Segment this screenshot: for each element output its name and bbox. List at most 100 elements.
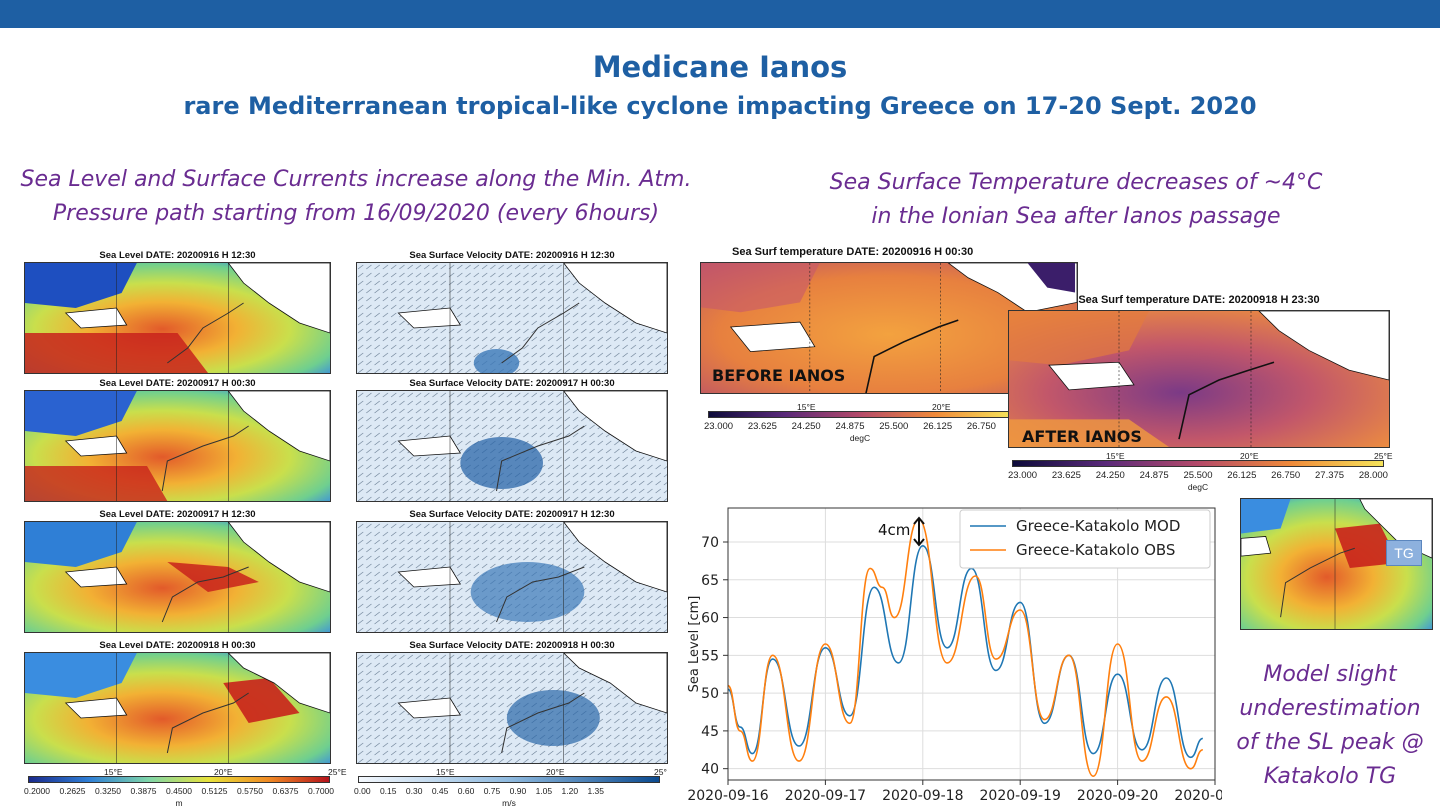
model-note-line-1: Model slight (1263, 662, 1397, 687)
left-caption: Sea Level and Surface Currents increase … (0, 163, 712, 231)
sst-after-colorbar-ticks: 23.000 23.625 24.250 24.875 25.500 26.125 26.7… (1004, 470, 1392, 481)
sea-level-panel-1: Sea Level DATE: 20200916 H 12:30 (24, 250, 331, 374)
before-ianos-label: BEFORE IANOS (712, 366, 846, 385)
velocity-colorbar-tick: 1.20 (561, 786, 579, 796)
velocity-panel-2: Sea Surface Velocity DATE: 20200917 H 00… (356, 378, 668, 502)
sea-level-colorbar-tick: 0.2625 (59, 786, 86, 796)
model-note-line-2: underestimation (1239, 696, 1421, 721)
sst-before-colorbar-unit: degC (849, 433, 871, 443)
sea-level-panel-title: Sea Level DATE: 20200918 H 00:30 (99, 640, 256, 651)
sst-after-colorbar-tick: 27.375 (1315, 470, 1345, 481)
velocity-colorbar-tick: 0.75 (483, 786, 501, 796)
sea-level-panel-3: Sea Level DATE: 20200917 H 12:30 (24, 509, 331, 633)
vel-lon-label: 15°E (436, 767, 455, 777)
sl-lon-label: 20°E (214, 767, 233, 777)
sea-level-colorbar-tick: 0.3250 (95, 786, 121, 796)
sst-before-colorbar: 23.000 23.625 24.250 24.875 25.500 26.125 26.7… (700, 411, 1020, 451)
sea-level-map (24, 390, 331, 502)
sst-after-colorbar-tick: 26.125 (1227, 470, 1257, 481)
sst-after-colorbar-tick: 26.750 (1271, 470, 1301, 481)
annotation-4cm: 4cm (878, 521, 910, 539)
velocity-colorbar-tick: 1.35 (587, 786, 604, 796)
x-tick-label: 2020-09-16 (687, 788, 768, 804)
sst-before-colorbar-tick: 23.625 (747, 421, 777, 432)
sst-after-colorbar-tick: 25.500 (1183, 470, 1213, 481)
y-tick-label: 45 (701, 724, 719, 740)
sea-level-colorbar-tick: 0.4500 (166, 786, 192, 796)
sst-after-colorbar-tick: 24.250 (1095, 470, 1125, 481)
velocity-panel-4: Sea Surface Velocity DATE: 20200918 H 00… (356, 640, 668, 764)
velocity-colorbar: 0.00 0.15 0.30 0.45 0.60 0.75 0.90 1.05 1.20 1.35… (350, 776, 668, 808)
y-tick-label: 50 (701, 686, 719, 702)
sst-after-colorbar-tick: 23.625 (1051, 470, 1081, 481)
velocity-panel-title: Sea Surface Velocity DATE: 20200916 H 12… (409, 250, 615, 261)
sst-after-colorbar-tick: 24.875 (1139, 470, 1169, 481)
sst-after-lon-label: 20°E (1240, 451, 1259, 461)
velocity-panel-title: Sea Surface Velocity DATE: 20200918 H 00… (409, 640, 615, 651)
sst-after-lon-label: 15°E (1106, 451, 1125, 461)
left-caption-line-2: Pressure path starting from 16/09/2020 (… (52, 201, 660, 226)
x-tick-label: 2020-09-18 (882, 788, 963, 804)
right-caption-line-2: in the Ionian Sea after Ianos passage (871, 204, 1281, 229)
y-tick-label: 70 (701, 535, 719, 551)
velocity-colorbar-tick: 0.45 (431, 786, 449, 796)
velocity-map (356, 652, 668, 764)
sst-before-colorbar-tick: 24.250 (791, 421, 821, 432)
left-caption-line-1: Sea Level and Surface Currents increase … (20, 167, 692, 192)
sl-lon-label: 25°E (328, 767, 347, 777)
sea-level-map (24, 652, 331, 764)
velocity-colorbar-tick: 1.05 (535, 786, 553, 796)
y-tick-label: 55 (701, 648, 719, 664)
velocity-panel-title: Sea Surface Velocity DATE: 20200917 H 00… (409, 378, 615, 389)
chart-legend: Greece-Katakolo MOD Greece-Katakolo OBS (959, 509, 1211, 569)
vel-lon-label: 20°E (546, 767, 565, 777)
y-tick-label: 40 (701, 762, 719, 778)
after-ianos-label: AFTER IANOS (1022, 427, 1142, 446)
sst-after-colorbar-tick: 23.000 (1008, 470, 1038, 481)
sst-after-lon-label: 25°E (1374, 451, 1393, 461)
sl-lon-label: 15°E (104, 767, 123, 777)
sst-before-colorbar-tick: 26.750 (966, 421, 996, 432)
right-caption: Sea Surface Temperature decreases of ~4°… (800, 166, 1352, 234)
model-note-line-4: Katakolo TG (1263, 764, 1397, 789)
sea-level-colorbar-tick: 0.5125 (201, 786, 228, 796)
sea-level-colorbar-gradient (28, 776, 330, 783)
sea-level-panel-4: Sea Level DATE: 20200918 H 00:30 (24, 640, 331, 764)
sst-before-title: Sea Surf temperature DATE: 20200916 H 00… (732, 246, 974, 258)
tide-gauge-label: TG (1386, 540, 1422, 566)
x-tick-label: 2020-09-17 (785, 788, 866, 804)
sea-level-panel-title: Sea Level DATE: 20200917 H 12:30 (99, 509, 256, 520)
x-tick-label: 2020-09-19 (980, 788, 1061, 804)
sst-after-colorbar-gradient (1012, 460, 1384, 467)
sea-level-colorbar-tick: 0.3875 (130, 786, 157, 796)
sst-before-colorbar-gradient (708, 411, 1012, 418)
page-title: Medicane Ianos (592, 50, 848, 84)
sea-level-map (24, 521, 331, 633)
velocity-colorbar-gradient (358, 776, 660, 783)
velocity-panel-title: Sea Surface Velocity DATE: 20200917 H 12… (409, 509, 615, 520)
sst-after-colorbar-tick: 28.000 (1358, 470, 1388, 481)
page-subtitle: rare Mediterranean tropical-like cyclone… (183, 92, 1257, 120)
sst-before-lon-label: 20°E (932, 402, 951, 412)
chart-lines (727, 518, 1204, 778)
right-caption-line-1: Sea Surface Temperature decreases of ~4°… (829, 170, 1323, 195)
chart-ticks: 40 45 50 55 60 65 70 2020-09-16 2020-09-17 2020-0… (687, 535, 1222, 804)
sst-before-colorbar-tick: 26.125 (923, 421, 953, 432)
sst-after-map (1008, 310, 1390, 448)
velocity-colorbar-tick: 0.30 (405, 786, 423, 796)
velocity-map (356, 390, 668, 502)
model-note: Model slight underestimation of the SL p… (1228, 658, 1432, 794)
legend-label-mod: Greece-Katakolo MOD (1016, 517, 1180, 535)
series-line-mod (727, 544, 1204, 759)
y-tick-label: 60 (701, 611, 719, 627)
sea-level-colorbar-tick: 0.7000 (308, 786, 334, 796)
y-tick-label: 65 (701, 573, 719, 589)
sst-after-colorbar-unit: degC (1187, 482, 1209, 492)
velocity-colorbar-tick: 0.15 (379, 786, 397, 796)
velocity-colorbar-tick: 0.60 (457, 786, 475, 796)
y-axis-label: Sea Level [cm] (687, 596, 702, 693)
legend-box (959, 509, 1211, 569)
sea-level-panel-2: Sea Level DATE: 20200917 H 00:30 (24, 378, 331, 502)
sea-level-colorbar-tick: 0.6375 (272, 786, 299, 796)
vel-lon-label: 25° (654, 767, 667, 777)
